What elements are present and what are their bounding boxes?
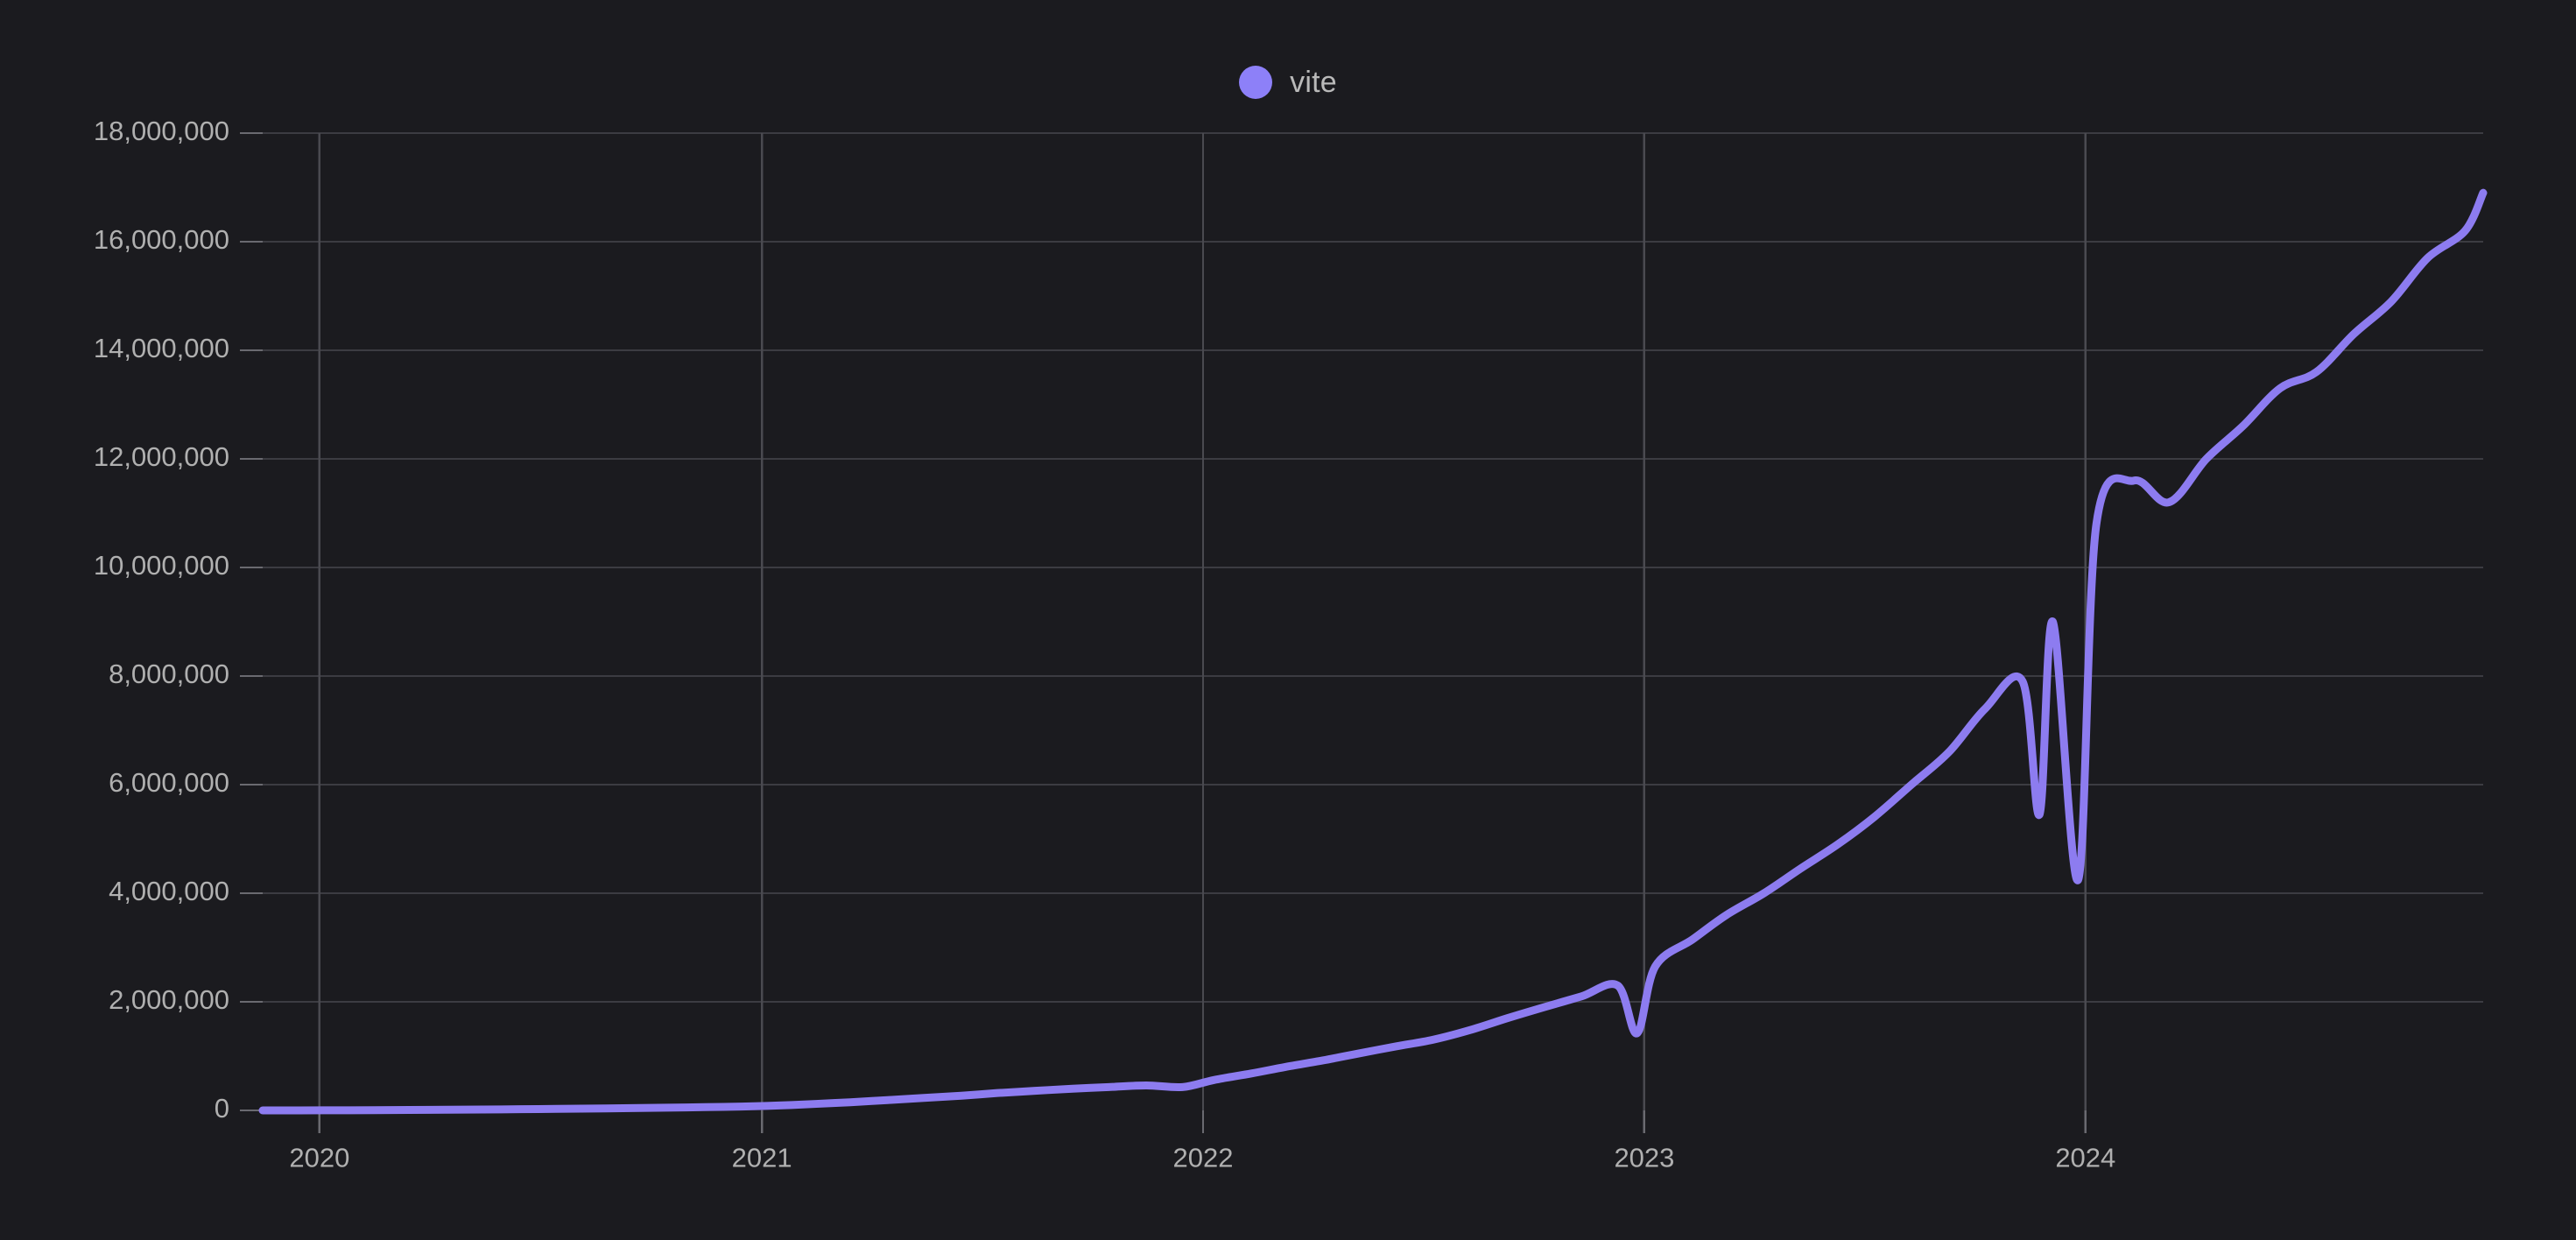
y-tick-label: 0	[215, 1093, 229, 1124]
x-tick-label: 2020	[289, 1142, 349, 1173]
legend-circle-marker-icon	[1239, 66, 1273, 99]
y-tick-marks	[240, 131, 263, 1112]
legend-item-vite[interactable]: vite	[1239, 66, 1337, 99]
y-tick-label: 10,000,000	[94, 550, 229, 581]
y-tick-label: 14,000,000	[94, 333, 229, 363]
x-tick-label: 2021	[732, 1142, 792, 1173]
x-tick-marks	[318, 1110, 2087, 1133]
x-tick-label: 2023	[1614, 1142, 1674, 1173]
y-tick-label: 16,000,000	[94, 224, 229, 255]
legend-item-label: vite	[1290, 66, 1337, 99]
y-tick-label: 18,000,000	[94, 116, 229, 146]
y-gridlines	[263, 131, 2483, 1004]
y-tick-label: 6,000,000	[109, 767, 229, 798]
y-tick-label: 4,000,000	[109, 876, 229, 906]
x-gridlines	[318, 133, 2087, 1110]
y-tick-label: 2,000,000	[109, 984, 229, 1015]
y-tick-label: 12,000,000	[94, 441, 229, 472]
x-tick-label: 2024	[2055, 1142, 2115, 1173]
chart-legend: vite	[0, 54, 2576, 110]
y-axis-tick-labels: 0 2,000,000 4,000,000 6,000,000 8,000,000 10,…	[94, 116, 229, 1124]
series-line-vite[interactable]	[258, 188, 2488, 1115]
x-axis-tick-labels: 2020 2021 2022 2023 2024	[289, 1142, 2115, 1173]
x-tick-label: 2022	[1173, 1142, 1234, 1173]
y-tick-label: 8,000,000	[109, 659, 229, 689]
